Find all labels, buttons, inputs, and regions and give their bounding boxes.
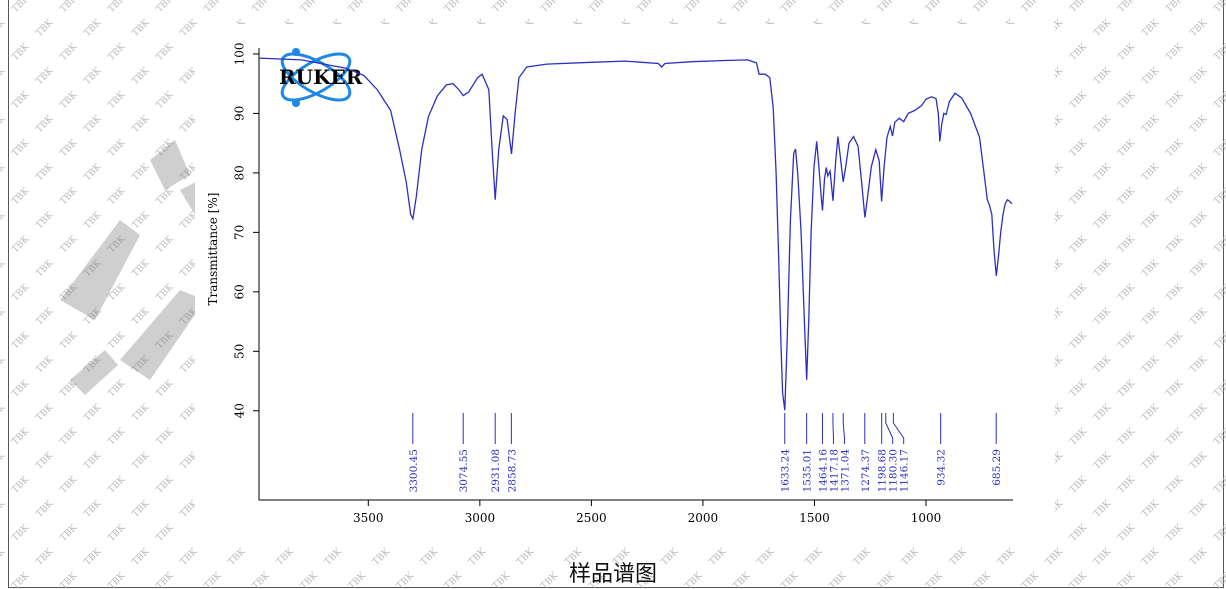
peak-label: 1274.37 xyxy=(860,449,872,492)
x-tick-label: 2000 xyxy=(688,511,719,525)
peak-label: 2931.08 xyxy=(490,449,502,492)
peak-label: 1198.68 xyxy=(877,449,889,492)
peak-label: 934.32 xyxy=(936,449,948,486)
peak-marker xyxy=(832,413,834,444)
peak-label: 1146.17 xyxy=(899,449,911,492)
x-tick-label: 1000 xyxy=(911,511,942,525)
peak-label: 2858.73 xyxy=(506,449,518,492)
peak-label: 3074.55 xyxy=(458,449,470,492)
peak-label: 1633.24 xyxy=(780,449,792,493)
ir-spectrum-chart: RUKER 3500 3000 2500 2000 1500 1000 40 50 60 70 80… xyxy=(206,42,1013,525)
chart-panel: RUKER 3500 3000 2500 2000 1500 1000 40 50 60 70 80… xyxy=(195,24,1055,542)
peak-label: 1417.18 xyxy=(828,449,840,492)
y-axis-label: Transmittance [%] xyxy=(206,193,220,306)
y-tick-label: 50 xyxy=(233,344,247,359)
x-tick-label: 1500 xyxy=(799,511,830,525)
peak-marker xyxy=(892,413,905,444)
y-tick-label: 70 xyxy=(233,225,247,240)
figure-caption: 样品谱图 xyxy=(568,562,657,587)
y-tick-label: 40 xyxy=(233,403,247,418)
spectrum-line xyxy=(258,57,1013,411)
x-tick-label: 2500 xyxy=(576,511,607,525)
y-tick-label: 80 xyxy=(233,165,247,180)
peak-label: 685.29 xyxy=(991,449,1003,486)
peak-marker xyxy=(842,413,845,444)
peak-label: 3300.45 xyxy=(408,449,420,492)
y-tick-label: 100 xyxy=(233,42,247,65)
peak-marker xyxy=(885,413,894,444)
atom-logo-icon xyxy=(280,48,352,107)
logo-text: RUKER xyxy=(279,65,363,89)
x-tick-label: 3000 xyxy=(465,511,496,525)
peak-label: 1464.16 xyxy=(817,449,829,493)
y-tick-label: 90 xyxy=(233,106,247,121)
peak-label: 1371.04 xyxy=(839,449,851,493)
logo: RUKER xyxy=(279,48,363,107)
y-tick-label: 60 xyxy=(233,284,247,299)
peak-label: 1535.01 xyxy=(802,449,814,492)
x-tick-label: 3500 xyxy=(353,511,384,525)
peak-label: 1180.30 xyxy=(888,449,900,492)
